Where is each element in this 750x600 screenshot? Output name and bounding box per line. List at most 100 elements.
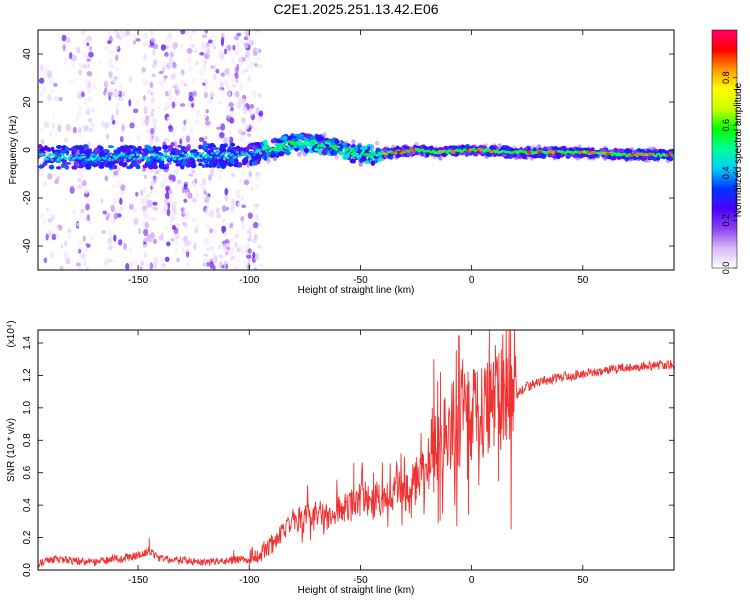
spectrogram-core-blob <box>56 158 60 162</box>
spectrogram-hotspot <box>629 153 635 156</box>
spectrogram-cloud-blob <box>223 48 228 55</box>
spectrogram-core-blob <box>671 153 674 157</box>
spectrogram-cloud-blob <box>181 247 185 255</box>
spectrogram-cloud-blob <box>218 49 223 58</box>
spectrogram-cloud-blob <box>227 90 232 98</box>
spectrogram-core-blob <box>285 140 289 144</box>
spectrogram-cloud-blob <box>81 180 87 187</box>
snr-x-axis: -150 -100 -50 0 50 <box>128 330 589 586</box>
spectrogram-cloud-blob <box>218 261 223 269</box>
spectrogram-cloud-blob <box>55 131 59 136</box>
spectrogram-cloud-blob <box>133 217 139 226</box>
spectrogram-cloud-blob <box>191 78 197 83</box>
spectrogram-ridge-blob <box>618 149 624 154</box>
spectrogram-ridge-blob <box>342 144 347 149</box>
spectrogram-cloud-blob <box>228 102 234 108</box>
spectrogram-cloud-blob <box>143 209 148 218</box>
spectrogram-core-blob <box>360 152 364 156</box>
spectrogram-ridge-blob <box>281 135 288 141</box>
spectrogram-cloud-blob <box>102 210 107 215</box>
spectrogram-cloud-blob <box>188 96 194 102</box>
spectrogram-xtick-label: -150 <box>128 275 148 286</box>
spectrogram-cloud-blob <box>142 167 146 172</box>
spectrogram-cloud-blob <box>128 136 133 140</box>
spectrogram-core-blob <box>81 155 85 159</box>
spectrogram-cloud-blob <box>90 107 95 113</box>
spectrogram-cloud-blob <box>129 260 134 267</box>
spectrogram-ridge-blob <box>423 145 429 151</box>
spectrogram-core-blob <box>176 154 180 158</box>
spectrogram-xtick-label: -100 <box>239 275 259 286</box>
spectrogram-core-blob <box>89 155 93 159</box>
spectrogram-cloud-blob <box>236 43 240 48</box>
spectrogram-hotspot <box>409 149 415 152</box>
spectrogram-cloud-blob <box>229 204 235 213</box>
spectrogram-ridge-blob <box>38 143 43 149</box>
spectrogram-cloud-blob <box>185 240 192 246</box>
spectrogram-cloud-blob <box>174 184 179 191</box>
spectrogram-cloud-blob <box>132 40 137 45</box>
spectrogram-cloud-blob <box>88 128 94 133</box>
snr-ytick-label: 1.0 <box>22 400 33 414</box>
spectrogram-cloud-blob <box>251 89 256 96</box>
spectrogram-cloud-blob <box>88 118 92 123</box>
spectrogram-cloud-blob <box>168 125 174 133</box>
spectrogram-core-blob <box>431 149 435 153</box>
spectrogram-cloud-blob <box>139 265 143 270</box>
spectrogram-cloud-blob <box>187 66 193 72</box>
spectrogram-cloud-blob <box>255 56 260 61</box>
spectrogram-ridge-blob <box>610 155 617 161</box>
spectrogram-ridge-blob <box>349 158 356 164</box>
spectrogram-cloud-blob <box>158 70 164 75</box>
spectrogram-cloud-blob <box>221 246 227 252</box>
spectrogram-cloud-blob <box>250 165 255 170</box>
spectrogram-core-blob <box>445 151 449 154</box>
spectrogram-ridge-blob <box>230 142 236 147</box>
snr-y-axis: 0.0 0.2 0.4 0.6 0.8 1.0 1.2 1.4 <box>22 336 674 577</box>
spectrogram-cloud-blob <box>217 245 222 250</box>
spectrogram-cloud-blob <box>168 189 173 195</box>
spectrogram-cloud-blob <box>204 135 208 140</box>
spectrogram-cloud-blob <box>115 45 119 50</box>
spectrogram-cloud-blob <box>119 266 123 270</box>
spectrogram-cloud-blob <box>204 113 208 119</box>
colorbar: 0.0 0.2 0.4 0.6 0.8 Normalized spectral ampl… <box>711 29 744 274</box>
spectrogram-cloud-blob <box>220 36 225 43</box>
spectrogram-ridge-blob <box>71 165 78 170</box>
spectrogram-cloud-blob <box>166 116 172 121</box>
spectrogram-core-blob <box>238 154 242 157</box>
spectrogram-cloud-blob <box>191 197 197 202</box>
spectrogram-cloud-blob <box>204 195 210 201</box>
spectrogram-cloud-blob <box>143 95 146 101</box>
spectrogram-core-blob <box>252 153 256 157</box>
spectrogram-cloud-blob <box>134 100 139 106</box>
spectrogram-ridge-blob <box>103 148 108 154</box>
spectrogram-ridge-blob <box>289 144 294 148</box>
spectrogram-cloud-blob <box>241 223 245 228</box>
spectrogram-cloud-blob <box>164 52 169 57</box>
spectrogram-core-blob <box>251 150 255 154</box>
spectrogram-cloud-blob <box>82 64 88 69</box>
spectrogram-cloud-blob <box>46 207 50 212</box>
spectrogram-cloud-blob <box>119 197 123 205</box>
spectrogram-hotspot <box>450 150 456 153</box>
spectrogram-ridge-blob <box>64 146 70 152</box>
spectrogram-ridge-blob <box>276 139 283 144</box>
snr-ylabel: SNR (10 * v/v) <box>6 418 17 482</box>
spectrogram-cloud-blob <box>243 124 250 130</box>
spectrogram-cloud-blob <box>150 206 154 211</box>
spectrogram-ridge-blob <box>369 147 374 152</box>
spectrogram-cloud-blob <box>150 180 155 188</box>
snr-ytick-label: 0.0 <box>22 563 33 577</box>
spectrogram-cloud-blob <box>222 205 226 213</box>
spectrogram-ridge-blob <box>262 139 268 146</box>
spectrogram-cloud-blob <box>69 80 75 84</box>
spectrogram-cloud-blob <box>42 219 47 225</box>
spectrogram-cloud-blob <box>153 238 157 245</box>
spectrogram-cloud-blob <box>168 174 174 181</box>
spectrogram-ridge-blob <box>93 147 100 154</box>
spectrogram-cloud-blob <box>110 217 116 225</box>
spectrogram-ridge-blob <box>284 150 291 156</box>
spectrogram-cloud-blob <box>243 179 250 186</box>
spectrogram-cloud-blob <box>104 258 109 265</box>
